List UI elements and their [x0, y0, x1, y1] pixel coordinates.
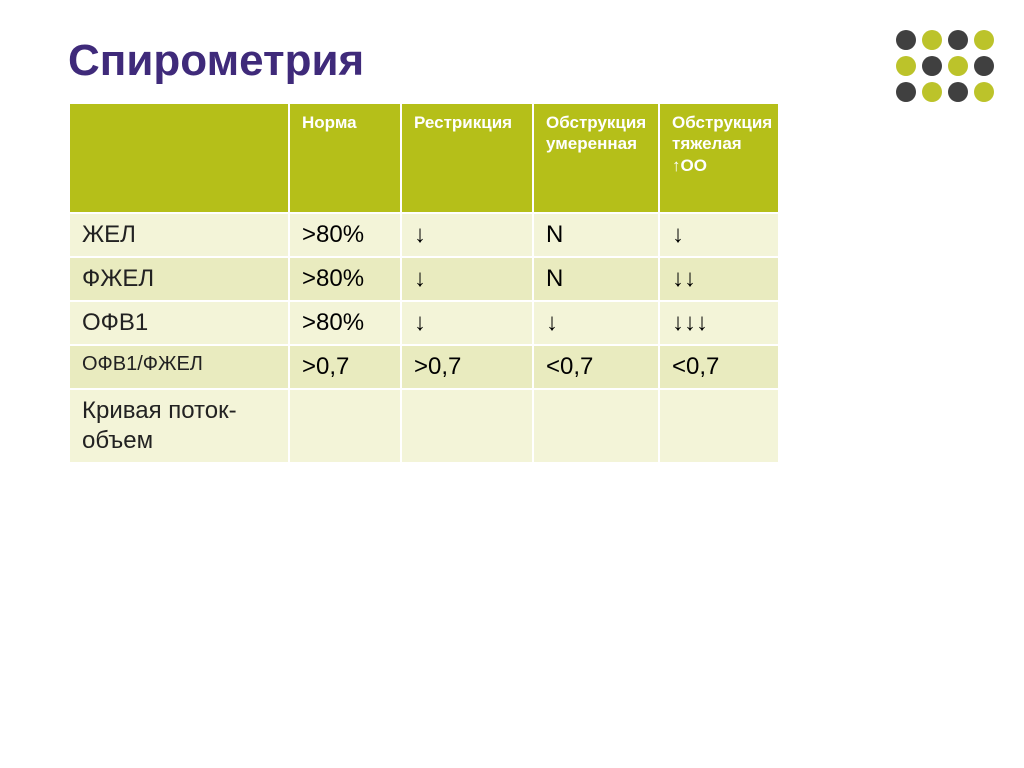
- dot-icon: [896, 82, 916, 102]
- table-row: ОФВ1>80%↓↓↓↓↓: [69, 301, 779, 345]
- dot-icon: [922, 82, 942, 102]
- table-cell: ↓: [401, 301, 533, 345]
- dot-icon: [974, 82, 994, 102]
- dot-icon: [974, 30, 994, 50]
- table-header-cell: Обструкция тяжелая↑ОО: [659, 103, 779, 213]
- dot-icon: [922, 56, 942, 76]
- table-cell: <0,7: [533, 345, 659, 389]
- table-cell: [659, 389, 779, 463]
- dot-icon: [948, 56, 968, 76]
- table-header-row: НормаРестрикцияОбструкция умереннаяОбстр…: [69, 103, 779, 213]
- table-header-cell: Рестрикция: [401, 103, 533, 213]
- table-cell: N: [533, 213, 659, 257]
- table-cell: [289, 389, 401, 463]
- row-label: ЖЕЛ: [69, 213, 289, 257]
- dot-icon: [948, 82, 968, 102]
- table-header-blank: [69, 103, 289, 213]
- dot-icon: [896, 56, 916, 76]
- dot-icon: [948, 30, 968, 50]
- table-cell: N: [533, 257, 659, 301]
- table-header-cell: Норма: [289, 103, 401, 213]
- table-body: ЖЕЛ>80%↓N↓ФЖЕЛ>80%↓N↓↓ОФВ1>80%↓↓↓↓↓ОФВ1/…: [69, 213, 779, 463]
- row-label: ФЖЕЛ: [69, 257, 289, 301]
- table-cell: ↓↓: [659, 257, 779, 301]
- table-cell: [533, 389, 659, 463]
- table-cell: [401, 389, 533, 463]
- table-cell: >0,7: [401, 345, 533, 389]
- dot-icon: [974, 56, 994, 76]
- page-title: Спирометрия: [68, 38, 956, 84]
- table-row: ОФВ1/ФЖЕЛ>0,7>0,7<0,7<0,7: [69, 345, 779, 389]
- table-row: ФЖЕЛ>80%↓N↓↓: [69, 257, 779, 301]
- row-label: ОФВ1/ФЖЕЛ: [69, 345, 289, 389]
- table-cell: >80%: [289, 301, 401, 345]
- row-label: ОФВ1: [69, 301, 289, 345]
- table-row: Кривая поток-объем: [69, 389, 779, 463]
- table-cell: ↓↓↓: [659, 301, 779, 345]
- dot-icon: [922, 30, 942, 50]
- corner-dots-decoration: [896, 30, 994, 102]
- spirometry-table: НормаРестрикцияОбструкция умереннаяОбстр…: [68, 102, 780, 464]
- table-cell: >80%: [289, 257, 401, 301]
- table-row: ЖЕЛ>80%↓N↓: [69, 213, 779, 257]
- dot-icon: [896, 30, 916, 50]
- table-cell: ↓: [659, 213, 779, 257]
- table-cell: >0,7: [289, 345, 401, 389]
- table-cell: ↓: [401, 257, 533, 301]
- table-cell: ↓: [533, 301, 659, 345]
- table-cell: ↓: [401, 213, 533, 257]
- row-label: Кривая поток-объем: [69, 389, 289, 463]
- table-cell: >80%: [289, 213, 401, 257]
- table-cell: <0,7: [659, 345, 779, 389]
- table-header-cell: Обструкция умеренная: [533, 103, 659, 213]
